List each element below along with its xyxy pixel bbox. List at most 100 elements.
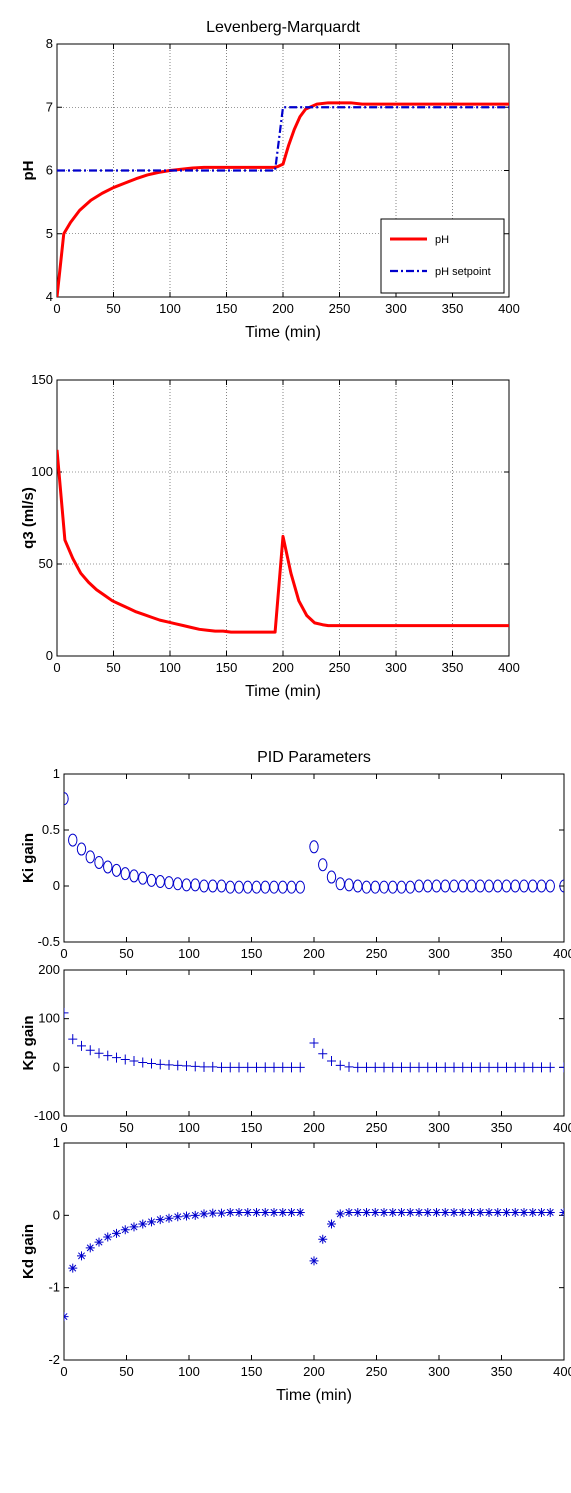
x-tick-label: 400 <box>553 1120 571 1135</box>
data-point <box>335 1209 345 1219</box>
data-point <box>120 1054 130 1065</box>
data-point <box>155 1059 165 1070</box>
data-point <box>379 1062 389 1073</box>
data-point <box>467 1062 476 1073</box>
y-tick-label: 5 <box>46 226 53 241</box>
data-point <box>493 1207 503 1217</box>
axes-box <box>63 1142 565 1361</box>
data-point <box>199 1061 209 1072</box>
x-tick-label: 300 <box>428 1364 450 1379</box>
data-point <box>77 1040 86 1051</box>
data-point <box>353 1062 363 1073</box>
data-point <box>344 1061 354 1072</box>
x-tick-label: 150 <box>241 1120 263 1135</box>
x-tick-label: 150 <box>216 660 238 675</box>
data-point <box>405 1062 415 1073</box>
x-tick-label: 350 <box>491 1364 513 1379</box>
data-point <box>484 1207 494 1217</box>
data-point <box>155 1215 165 1225</box>
y-axis-label: Kp gain <box>20 1016 37 1071</box>
data-point <box>64 1312 69 1322</box>
y-tick-label: 1 <box>53 766 60 781</box>
x-tick-label: 50 <box>106 660 120 675</box>
data-point <box>449 1062 459 1073</box>
x-tick-label: 100 <box>159 301 181 316</box>
x-tick-label: 0 <box>60 946 67 961</box>
data-point <box>120 867 130 881</box>
y-tick-label: 150 <box>31 372 53 387</box>
data-point <box>64 1007 69 1018</box>
data-point <box>318 1048 328 1059</box>
y-tick-label: 200 <box>38 962 60 977</box>
x-tick-label: 150 <box>241 1364 263 1379</box>
data-point <box>120 1225 130 1235</box>
data-point <box>423 1062 433 1073</box>
x-tick-label: 250 <box>366 946 388 961</box>
data-point <box>545 1207 555 1217</box>
x-tick-label: 200 <box>303 946 325 961</box>
data-point <box>475 1062 485 1073</box>
plot-area <box>64 1143 564 1360</box>
data-point <box>510 1062 520 1073</box>
y-tick-label: -2 <box>48 1352 60 1367</box>
data-point <box>190 1061 200 1072</box>
data-point <box>252 1062 261 1073</box>
x-tick-label: 350 <box>442 301 464 316</box>
x-tick-label: 150 <box>216 301 238 316</box>
data-point <box>414 1207 424 1217</box>
data-point <box>388 1062 398 1073</box>
data-point <box>493 1062 503 1073</box>
data-point <box>260 1207 270 1217</box>
legend-box <box>380 218 505 294</box>
data-point <box>327 1219 336 1229</box>
data-point <box>94 1048 104 1059</box>
data-point <box>103 860 113 874</box>
data-point <box>208 1061 218 1072</box>
data-point <box>388 1207 398 1217</box>
data-point <box>94 1237 104 1247</box>
data-point <box>335 1060 345 1071</box>
data-point <box>397 1062 406 1073</box>
data-point <box>309 1038 319 1048</box>
series-1 <box>64 1207 564 1322</box>
data-point <box>138 1057 148 1068</box>
data-point <box>414 1062 424 1073</box>
data-point <box>64 792 69 806</box>
data-point <box>85 850 95 864</box>
data-point <box>309 1256 319 1266</box>
x-tick-label: 50 <box>106 301 120 316</box>
y-tick-label: 0 <box>46 648 53 663</box>
data-point <box>112 1228 121 1238</box>
data-point <box>318 858 328 872</box>
data-point <box>164 1059 174 1070</box>
data-point <box>519 1062 529 1073</box>
data-point <box>432 1207 441 1217</box>
x-tick-label: 0 <box>53 301 60 316</box>
data-point <box>440 1207 450 1217</box>
x-tick-label: 200 <box>303 1120 325 1135</box>
y-tick-label: 1 <box>53 1135 60 1150</box>
axes-box <box>63 773 565 943</box>
data-point <box>147 1058 156 1069</box>
data-point <box>190 1210 200 1220</box>
data-point <box>234 1062 244 1073</box>
data-point <box>182 1211 191 1221</box>
y-axis-label: pH <box>20 161 37 181</box>
x-tick-label: 300 <box>385 301 407 316</box>
x-tick-label: 350 <box>491 1120 513 1135</box>
x-tick-label: 250 <box>329 301 351 316</box>
axes-box <box>63 969 565 1117</box>
data-point <box>362 1207 371 1217</box>
chart-1: 0 50 100 150 200 250 300 350 400 4 5 6 7 8 Levenberg-M… <box>20 19 520 341</box>
x-tick-label: 100 <box>178 1364 200 1379</box>
data-point <box>76 842 87 856</box>
data-point <box>77 1251 86 1261</box>
data-point <box>278 1062 288 1073</box>
data-point <box>423 1207 433 1217</box>
x-tick-label: 250 <box>366 1364 388 1379</box>
y-tick-label: 100 <box>38 1011 60 1026</box>
data-point <box>182 1060 191 1071</box>
axes-box <box>56 379 510 657</box>
legend: pH pH setpoint <box>380 218 505 294</box>
